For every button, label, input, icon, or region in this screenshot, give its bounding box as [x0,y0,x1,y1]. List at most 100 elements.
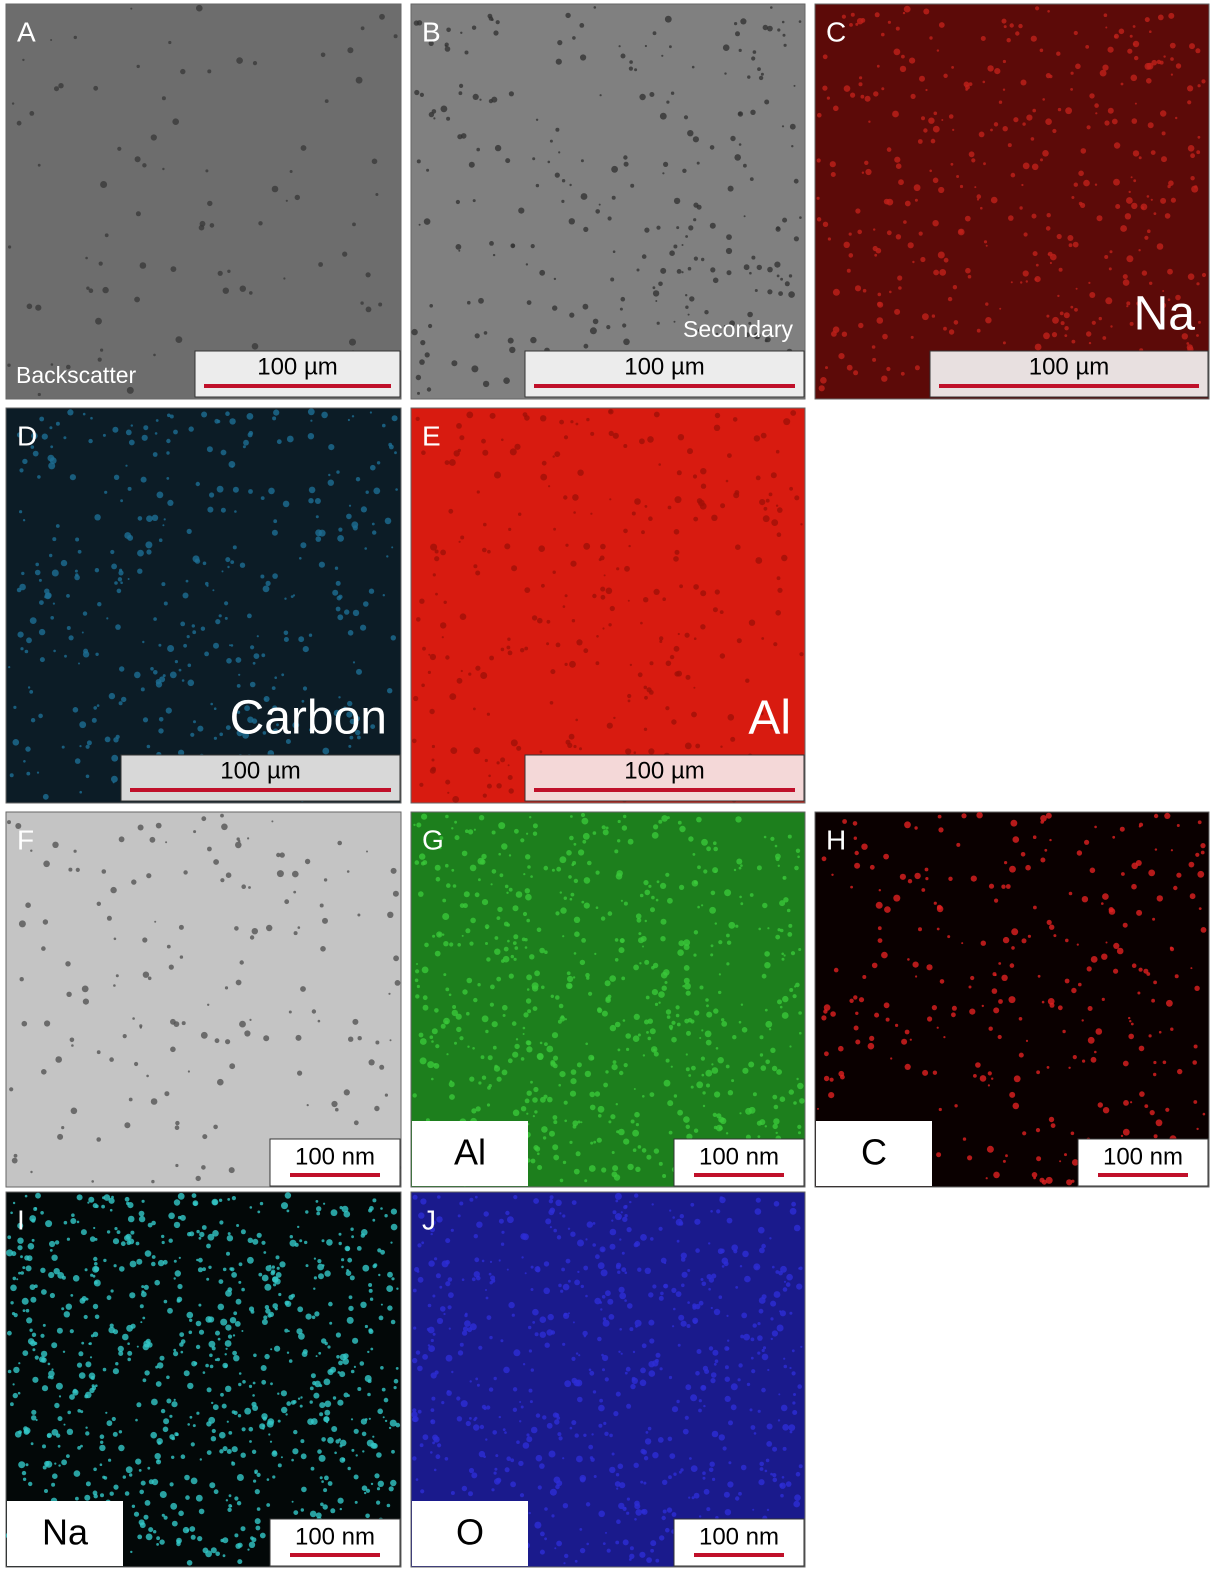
panel-letter: B [422,16,441,47]
texture-dot [513,941,517,945]
texture-dot [721,1018,724,1021]
texture-dot [74,850,77,853]
texture-dot [456,1396,460,1400]
texture-dot [1033,906,1037,910]
texture-dot [847,365,853,371]
texture-dot [86,775,90,779]
texture-dot [668,1437,673,1442]
texture-dot [1023,270,1029,276]
texture-dot [762,903,767,908]
texture-dot [652,1452,658,1458]
texture-dot [489,1336,492,1339]
texture-dot [86,287,89,290]
texture-dot [138,516,143,521]
texture-dot [564,435,568,439]
texture-dot [728,1461,731,1464]
texture-dot [669,250,675,256]
texture-dot [495,936,499,940]
texture-dot [550,1195,554,1199]
texture-dot [13,1367,19,1373]
texture-dot [1154,212,1157,215]
texture-dot [13,1277,17,1281]
texture-dot [612,1151,615,1154]
texture-dot [519,1401,521,1403]
texture-dot [778,1271,783,1276]
texture-dot [751,1338,755,1342]
texture-dot [770,837,774,841]
texture-dot [1121,83,1124,86]
texture-dot [704,310,708,314]
texture-dot [223,1268,227,1272]
texture-dot [85,1431,89,1435]
texture-dot [752,1509,754,1511]
texture-dot [755,289,758,292]
texture-dot [219,614,222,617]
texture-dot [69,635,74,640]
texture-dot [247,1257,254,1264]
texture-dot [684,1019,689,1024]
texture-dot [1005,1154,1008,1157]
texture-dot [1057,295,1059,297]
texture-dot [375,1041,379,1045]
texture-dot [886,367,890,371]
texture-dot [268,488,275,495]
texture-dot [706,1040,712,1046]
texture-dot [676,1005,680,1009]
texture-dot [820,377,827,384]
texture-dot [446,117,450,121]
texture-dot [618,1503,624,1509]
texture-dot [769,1028,771,1030]
texture-dot [761,1244,766,1249]
texture-dot [1176,63,1181,68]
texture-dot [329,1322,332,1325]
texture-dot [84,1315,88,1319]
texture-dot [590,1056,594,1060]
texture-dot [76,868,80,872]
texture-dot [427,1061,434,1068]
texture-dot [844,242,850,248]
texture-dot [148,1527,153,1532]
texture-dot [643,1482,646,1485]
texture-dot [642,946,644,948]
texture-dot [791,145,793,147]
texture-dot [423,995,428,1000]
texture-dot [649,1370,656,1377]
texture-dot [305,859,310,864]
texture-dot [113,984,116,987]
texture-dot [490,1003,494,1007]
texture-dot [451,869,454,872]
texture-dot [462,1486,467,1491]
texture-dot [831,874,833,876]
texture-dot [318,1352,321,1355]
texture-dot [1120,225,1127,232]
texture-dot [506,1456,511,1461]
texture-dot [635,1167,640,1172]
texture-dot [183,1527,189,1533]
texture-dot [123,1475,126,1478]
texture-dot [582,1331,587,1336]
texture-dot [16,1278,18,1280]
texture-dot [671,1066,673,1068]
texture-dot [1156,1119,1163,1126]
texture-dot [499,1259,501,1261]
texture-dot [318,1273,324,1279]
texture-dot [158,728,163,733]
texture-dot [954,320,959,325]
texture-dot [29,690,33,694]
texture-dot [1171,198,1176,203]
texture-dot [298,926,301,929]
texture-dot [77,1194,83,1200]
texture-dot [308,433,314,439]
texture-dot [270,1382,273,1385]
texture-dot [794,85,796,87]
texture-dot [233,1334,235,1336]
texture-dot [190,733,194,737]
texture-dot [678,633,680,635]
texture-dot [1153,981,1157,985]
texture-dot [489,99,493,103]
texture-dot [577,1397,583,1403]
texture-dot [757,1352,760,1355]
texture-dot [376,1452,382,1458]
texture-dot [571,1357,575,1361]
texture-dot [691,1086,694,1089]
